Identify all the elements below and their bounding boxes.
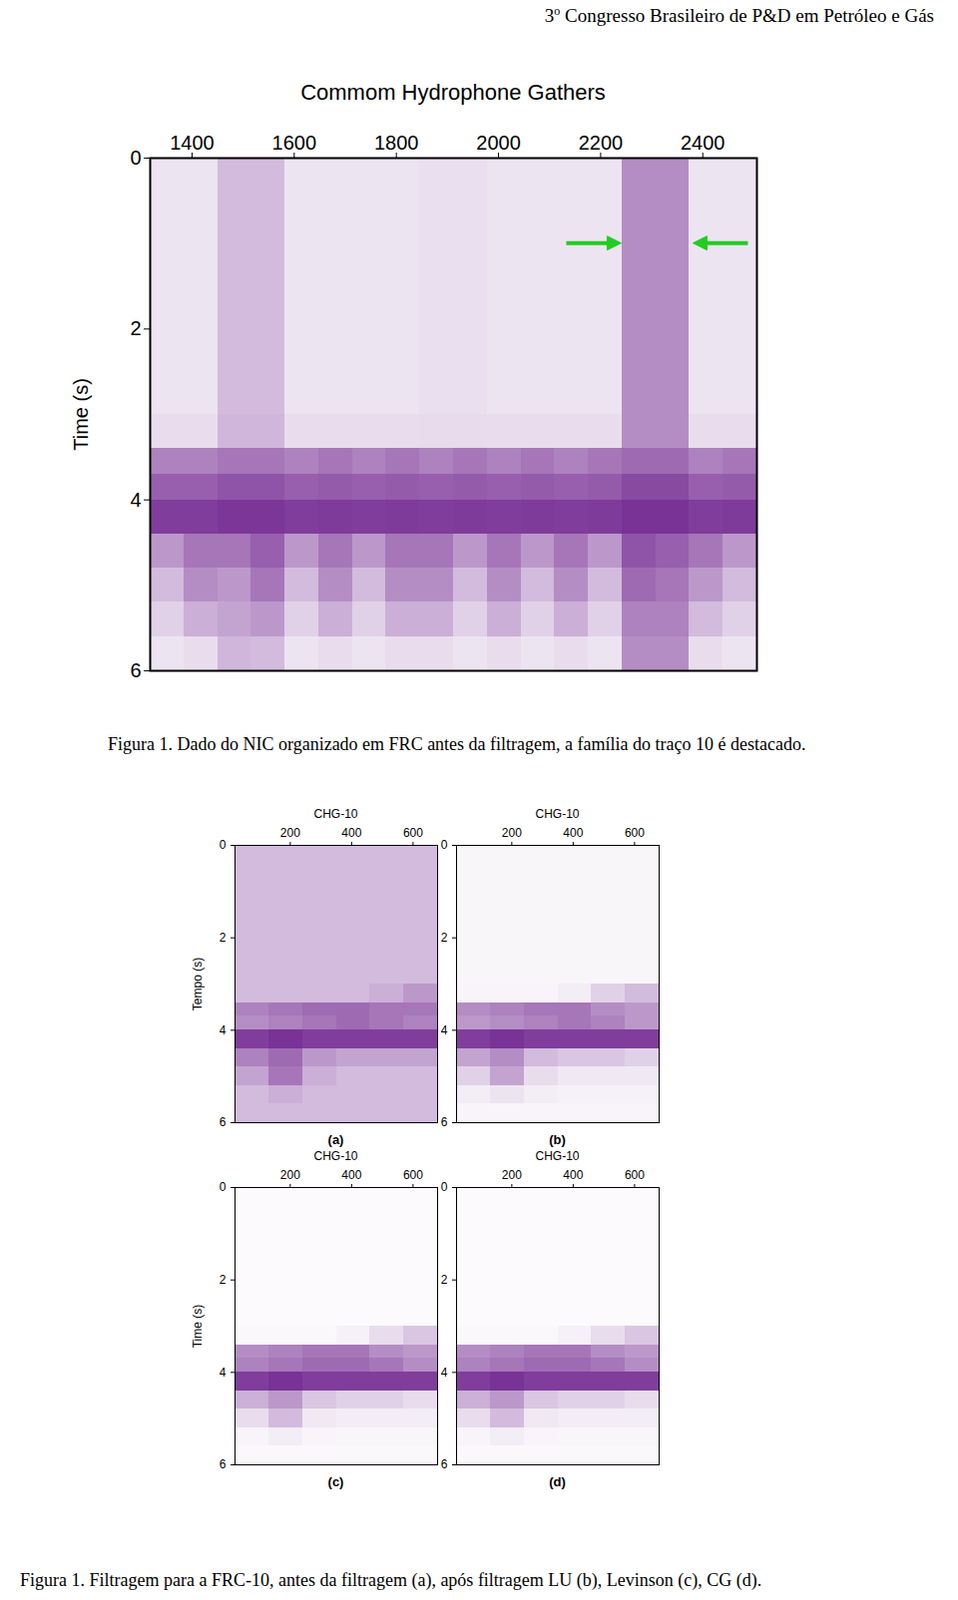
svg-text:0: 0 xyxy=(441,1180,449,1195)
html-text:CHG-10: CHG-10 xyxy=(535,807,580,822)
html-text:(d): (d) xyxy=(549,1474,566,1490)
svg-text:1600: 1600 xyxy=(272,131,318,154)
svg-text:600: 600 xyxy=(403,826,424,841)
svg-text:4: 4 xyxy=(441,1366,449,1381)
svg-text:2: 2 xyxy=(441,1273,449,1288)
html-text:CHG-10: CHG-10 xyxy=(313,1149,358,1164)
svg-text:2: 2 xyxy=(129,317,141,340)
svg-text:400: 400 xyxy=(341,826,362,841)
svg-text:4: 4 xyxy=(219,1366,227,1381)
svg-text:600: 600 xyxy=(403,1168,424,1183)
svg-text:400: 400 xyxy=(341,1168,362,1183)
html-text:Figura 1. Dado do NIC organiza: Figura 1. Dado do NIC organizado em FRC … xyxy=(107,734,806,755)
svg-text:4: 4 xyxy=(441,1023,449,1038)
svg-text:4: 4 xyxy=(129,488,141,511)
svg-text:1800: 1800 xyxy=(374,131,420,154)
svg-text:2200: 2200 xyxy=(578,131,624,154)
html-text:CHG-10: CHG-10 xyxy=(313,807,358,822)
svg-text:0: 0 xyxy=(219,838,227,853)
svg-text:2400: 2400 xyxy=(680,131,726,154)
svg-text:200: 200 xyxy=(280,826,301,841)
svg-text:200: 200 xyxy=(280,1168,301,1183)
html-text:Commom Hydrophone Gathers: Commom Hydrophone Gathers xyxy=(300,79,606,105)
svg-text:2: 2 xyxy=(219,1273,227,1288)
svg-text:0: 0 xyxy=(441,838,449,853)
html-text:(b): (b) xyxy=(549,1132,566,1148)
html-text:(c): (c) xyxy=(327,1474,344,1490)
html-text:CHG-10: CHG-10 xyxy=(535,1149,580,1164)
svg-text:6: 6 xyxy=(441,1115,449,1130)
svg-text:2000: 2000 xyxy=(476,131,521,154)
html-text:Figura 1. Filtragem para a FRC: Figura 1. Filtragem para a FRC-10, antes… xyxy=(19,1570,762,1591)
svg-text:200: 200 xyxy=(501,826,522,841)
svg-text:6: 6 xyxy=(129,659,141,682)
html-text:(a): (a) xyxy=(327,1132,344,1148)
svg-text:Time (s): Time (s) xyxy=(69,378,92,452)
svg-text:600: 600 xyxy=(624,826,645,841)
svg-text:200: 200 xyxy=(501,1168,522,1183)
svg-text:Time (s): Time (s) xyxy=(190,1305,205,1350)
svg-text:600: 600 xyxy=(624,1168,645,1183)
svg-text:400: 400 xyxy=(562,826,583,841)
svg-text:400: 400 xyxy=(562,1168,583,1183)
svg-text:Tempo (s): Tempo (s) xyxy=(190,958,205,1011)
svg-text:6: 6 xyxy=(219,1457,227,1472)
html-text:3oCongresso Brasileiro de P&D: 3oCongresso Brasileiro de P&D em Petróle… xyxy=(544,3,935,27)
svg-text:4: 4 xyxy=(219,1023,227,1038)
svg-text:6: 6 xyxy=(219,1115,227,1130)
svg-text:2: 2 xyxy=(219,931,227,946)
svg-text:0: 0 xyxy=(219,1180,227,1195)
svg-text:2: 2 xyxy=(441,931,449,946)
svg-text:6: 6 xyxy=(441,1457,449,1472)
svg-text:0: 0 xyxy=(129,146,141,169)
svg-text:1400: 1400 xyxy=(169,131,215,154)
